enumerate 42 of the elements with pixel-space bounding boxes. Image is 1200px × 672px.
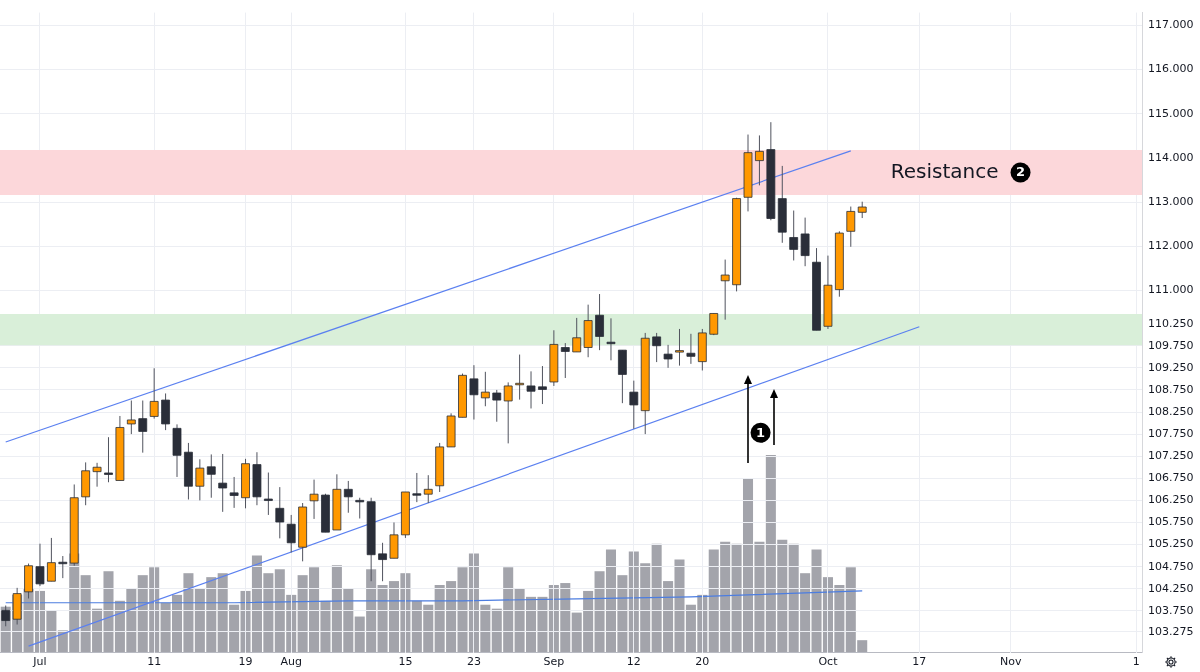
x-tick-label: Nov <box>999 655 1022 669</box>
y-tick-label: 105.750 <box>1148 515 1194 529</box>
y-tick-label: 117.000 <box>1148 18 1194 32</box>
x-tick-label: 19 <box>238 655 253 669</box>
x-tick-label: Jul <box>32 655 47 669</box>
x-tick-label: 17 <box>912 655 927 669</box>
y-tick-label: 108.250 <box>1148 404 1194 418</box>
y-tick-label: 104.250 <box>1148 581 1194 595</box>
x-tick-label: Sep <box>543 655 565 669</box>
y-tick-label: 109.250 <box>1148 360 1194 374</box>
x-tick-label: 23 <box>466 655 481 669</box>
y-tick-label: 106.750 <box>1148 471 1194 485</box>
y-tick-label: 105.250 <box>1148 537 1194 551</box>
candlestick <box>538 365 547 405</box>
x-tick-label: 20 <box>695 655 710 669</box>
y-tick-label: 114.000 <box>1148 150 1194 164</box>
y-tick-label: 111.000 <box>1148 283 1194 297</box>
candlestick <box>46 537 56 582</box>
x-tick-label: 11 <box>147 655 162 669</box>
y-tick-label: 110.250 <box>1148 316 1194 330</box>
y-tick-label: 107.750 <box>1148 426 1194 440</box>
y-tick-label: 109.750 <box>1148 338 1194 352</box>
y-tick-label: 104.750 <box>1148 559 1194 573</box>
candlestick <box>675 328 684 367</box>
y-tick-label: 112.000 <box>1148 239 1194 253</box>
x-tick-label: Oct <box>818 655 839 669</box>
band-label: Resistance <box>890 158 999 183</box>
y-tick-label: 108.750 <box>1148 382 1194 396</box>
annotation: 2 <box>1016 164 1026 180</box>
y-tick-label: 106.250 <box>1148 493 1194 507</box>
y-tick-label: 107.250 <box>1148 449 1194 463</box>
candlestick <box>378 542 387 582</box>
y-tick-label: 116.000 <box>1148 62 1194 76</box>
y-tick-label: 103.275 <box>1148 624 1194 638</box>
y-tick-label: 103.750 <box>1148 603 1194 617</box>
annotation: 1 <box>756 424 766 440</box>
y-tick-label: 115.000 <box>1148 106 1194 120</box>
y-tick-label: 113.000 <box>1148 195 1194 208</box>
x-tick-label: 1 <box>1132 655 1140 669</box>
x-tick-label: Aug <box>280 655 302 669</box>
x-tick-label: 15 <box>398 655 413 669</box>
x-tick-label: 12 <box>626 655 641 669</box>
